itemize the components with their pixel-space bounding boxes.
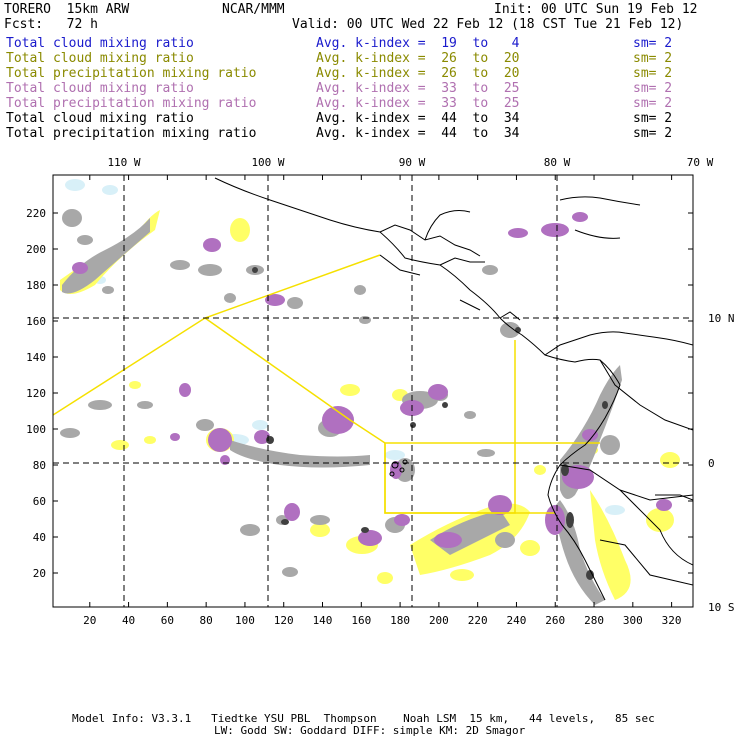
legend-field: Total precipitation mixing ratio: [6, 66, 257, 81]
x-tick-label: 100: [235, 614, 255, 627]
model-title: TORERO 15km ARW: [4, 2, 130, 17]
y-tick-label: 60: [33, 495, 46, 508]
init-time: Init: 00 UTC Sun 19 Feb 12: [494, 2, 698, 17]
model-info-line2: LW: Godd SW: Goddard DIFF: simple KM: 2D…: [214, 724, 526, 737]
valid-time: Valid: 00 UTC Wed 22 Feb 12 (18 CST Tue …: [292, 17, 684, 32]
y-tick-label: 140: [26, 351, 46, 364]
lon-label: 90 W: [399, 156, 426, 169]
legend-k-index: Avg. k-index = 44 to 34: [316, 126, 520, 141]
legend-row: Total precipitation mixing ratio Avg. k-i…: [6, 126, 736, 141]
axis-labels: 110 W 100 W 90 W 80 W 70 W 10 N 0 10 S 220 200 180…: [26, 156, 734, 627]
x-tick-label: 240: [507, 614, 527, 627]
legend-field: Total cloud mixing ratio: [6, 36, 194, 51]
model-info-line1: Model Info: V3.3.1 Tiedtke YSU PBL Thomp…: [72, 712, 655, 725]
legend-smoothing: sm= 2: [633, 126, 673, 141]
y-tick-label: 40: [33, 531, 46, 544]
y-tick-label: 20: [33, 567, 46, 580]
lon-label: 110 W: [107, 156, 140, 169]
lon-label: 100 W: [251, 156, 284, 169]
x-tick-label: 260: [545, 614, 565, 627]
lat-lon-grid: [53, 175, 693, 607]
legend-smoothing: sm= 2: [633, 51, 673, 66]
legend-field: Total precipitation mixing ratio: [6, 96, 257, 111]
x-tick-label: 40: [122, 614, 135, 627]
x-tick-label: 140: [313, 614, 333, 627]
legend-smoothing: sm= 2: [633, 111, 673, 126]
x-tick-label: 80: [200, 614, 213, 627]
legend-k-index: Avg. k-index = 33 to 25: [316, 81, 520, 96]
galapagos-islands: [389, 459, 408, 477]
y-tick-label: 200: [26, 243, 46, 256]
legend-smoothing: sm= 2: [633, 66, 673, 81]
purple-shading: [72, 212, 672, 548]
x-tick-label: 200: [429, 614, 449, 627]
plot-frame: [52, 174, 694, 608]
legend-field: Total cloud mixing ratio: [6, 51, 194, 66]
y-tick-label: 180: [26, 279, 46, 292]
y-tick-label: 120: [26, 387, 46, 400]
x-tick-label: 220: [468, 614, 488, 627]
legend-field: Total cloud mixing ratio: [6, 111, 194, 126]
lat-label: 10 S: [708, 601, 735, 614]
x-tick-label: 280: [584, 614, 604, 627]
x-tick-label: 180: [390, 614, 410, 627]
y-tick-label: 100: [26, 423, 46, 436]
legend-row: Total cloud mixing ratio Avg. k-index = 4…: [6, 111, 736, 126]
legend-smoothing: sm= 2: [633, 81, 673, 96]
legend-row: Total cloud mixing ratio Avg. k-index = 2…: [6, 51, 736, 66]
y-tick-label: 220: [26, 207, 46, 220]
y-tick-label: 80: [33, 459, 46, 472]
x-tick-label: 20: [83, 614, 96, 627]
legend-k-index: Avg. k-index = 26 to 20: [316, 66, 520, 81]
legend-k-index: Avg. k-index = 44 to 34: [316, 111, 520, 126]
legend-k-index: Avg. k-index = 19 to 4: [316, 36, 520, 51]
lon-label: 80 W: [544, 156, 571, 169]
legend-field: Total cloud mixing ratio: [6, 81, 194, 96]
lon-label: 70 W: [687, 156, 714, 169]
legend-row: Total precipitation mixing ratio Avg. k-i…: [6, 66, 736, 81]
legend-row: Total precipitation mixing ratio Avg. k-i…: [6, 96, 736, 111]
map-panel: 110 W 100 W 90 W 80 W 70 W 10 N 0 10 S 220 200 180…: [26, 156, 734, 627]
center-label: NCAR/MMM: [222, 2, 285, 17]
legend-k-index: Avg. k-index = 26 to 20: [316, 51, 520, 66]
coastlines: [214, 177, 693, 601]
legend-row: Total cloud mixing ratio Avg. k-index = 1…: [6, 36, 736, 51]
x-tick-label: 300: [623, 614, 643, 627]
dark-gray-cores: [252, 267, 608, 580]
x-tick-label: 160: [351, 614, 371, 627]
lat-label: 10 N: [708, 312, 735, 325]
legend-field: Total precipitation mixing ratio: [6, 126, 257, 141]
x-tick-label: 120: [274, 614, 294, 627]
forecast-hour: Fcst: 72 h: [4, 17, 98, 32]
y-tick-label: 160: [26, 315, 46, 328]
x-tick-label: 60: [161, 614, 174, 627]
legend-k-index: Avg. k-index = 33 to 25: [316, 96, 520, 111]
legend-row: Total cloud mixing ratio Avg. k-index = 3…: [6, 81, 736, 96]
lat-label: 0: [708, 457, 715, 470]
legend-smoothing: sm= 2: [633, 36, 673, 51]
legend-smoothing: sm= 2: [633, 96, 673, 111]
x-tick-label: 320: [662, 614, 682, 627]
axis-ticks: [53, 175, 693, 607]
